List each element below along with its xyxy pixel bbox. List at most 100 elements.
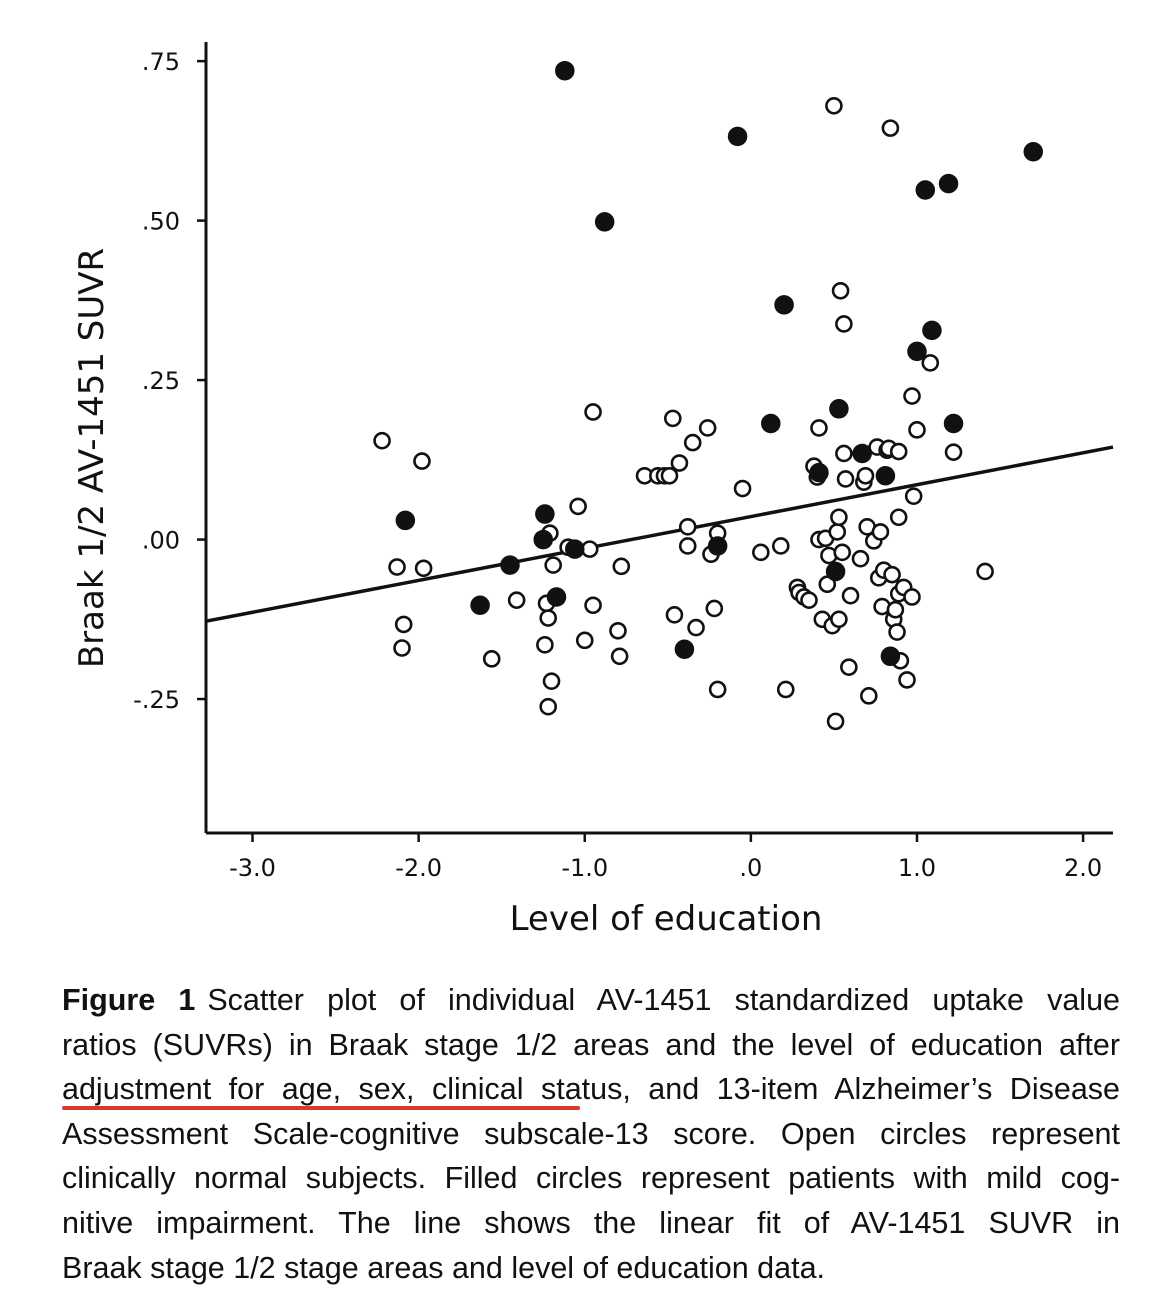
open-point [482, 650, 501, 668]
filled-point [829, 399, 849, 419]
open-point [539, 609, 558, 627]
figure-caption: Figure 1 Scatter plot of individual AV-14… [62, 978, 1120, 1290]
filled-point [943, 413, 964, 434]
open-point [609, 621, 627, 640]
open-point [665, 606, 684, 624]
open-point [393, 639, 411, 657]
open-point [856, 466, 875, 485]
y-axis-label: Braak 1/2 AV-1451 SUVR [72, 248, 112, 668]
figure-label: Figure 1 [62, 983, 196, 1017]
open-point [678, 537, 697, 555]
open-point [660, 466, 679, 485]
filled-point [565, 539, 585, 559]
x-tick-label: 2.0 [1064, 854, 1102, 882]
open-point [825, 96, 843, 115]
filled-point [907, 341, 927, 362]
open-point [569, 497, 587, 516]
open-point [976, 562, 994, 581]
filled-point [875, 466, 896, 486]
open-point [539, 697, 558, 716]
open-point [888, 623, 906, 641]
caption-line-3: adjustment for age, sex, clinical status… [62, 1072, 1120, 1107]
open-point [542, 672, 561, 690]
open-point [612, 557, 631, 576]
open-point [835, 315, 853, 333]
open-point [851, 549, 870, 568]
open-point [860, 687, 878, 705]
open-point [889, 508, 908, 527]
open-point [705, 599, 724, 618]
highlight-underline [62, 1106, 580, 1110]
data-points [373, 60, 1044, 731]
filled-point [674, 639, 695, 660]
open-point [830, 610, 848, 629]
y-tick-label: .00 [142, 527, 180, 555]
open-point [584, 403, 602, 421]
open-point [835, 444, 853, 463]
filled-point [938, 173, 959, 194]
caption-text: Scatter plot of individual AV-1451 stand… [207, 983, 1121, 1017]
open-point [708, 680, 727, 699]
filled-point [707, 536, 728, 556]
open-point [663, 409, 682, 428]
open-point [828, 523, 847, 541]
filled-point [761, 413, 781, 434]
filled-point [774, 295, 794, 315]
open-point [507, 591, 526, 609]
open-point [575, 631, 594, 650]
filled-point [555, 60, 575, 81]
filled-point [500, 555, 520, 575]
y-tick-label: .25 [142, 367, 180, 395]
caption-line-7: Braak stage 1/2 stage areas and level of… [62, 1250, 826, 1285]
open-point [826, 712, 845, 731]
x-tick-label: .0 [739, 854, 762, 882]
open-point [544, 556, 562, 574]
open-point [610, 647, 629, 666]
open-point [771, 537, 790, 555]
open-point [678, 518, 697, 536]
filled-point [533, 529, 553, 550]
open-point [810, 419, 828, 437]
open-point [836, 470, 855, 488]
filled-point [727, 126, 748, 147]
open-point [584, 596, 602, 615]
chart-axes: -3.0 -2.0 -1.0 .0 1.0 2.0 .75 .50 .25 .00 -.25 [133, 42, 1113, 882]
scatter-chart: -3.0 -2.0 -1.0 .0 1.0 2.0 .75 .50 .25 .00 -.25 Lev… [72, 42, 1114, 939]
filled-point [922, 320, 942, 341]
open-point [687, 618, 705, 637]
filled-point [470, 595, 490, 616]
filled-point [825, 561, 846, 582]
open-point [830, 508, 848, 527]
open-point [903, 588, 921, 606]
open-point [833, 543, 852, 562]
x-tick-label: -1.0 [561, 854, 608, 882]
open-point [536, 636, 554, 654]
open-point [840, 658, 858, 676]
filled-point [880, 646, 901, 667]
caption-line-6: nitive impairment. The line shows the li… [62, 1205, 1120, 1240]
open-point [698, 419, 717, 437]
open-point [841, 586, 860, 605]
open-point [394, 615, 413, 634]
caption-line-1: Figure 1 Scatter plot of individual AV-14… [62, 978, 1120, 1023]
caption-line-4: Assessment Scale-cognitive subscale-13 s… [62, 1116, 1120, 1151]
open-point [883, 565, 901, 584]
filled-point [395, 510, 416, 531]
open-point [889, 442, 908, 461]
open-point [818, 575, 837, 594]
filled-point [852, 443, 872, 464]
filled-point [594, 212, 615, 232]
open-point [881, 119, 900, 137]
x-tick-label: -3.0 [229, 854, 276, 882]
filled-point [535, 504, 555, 524]
open-point [886, 600, 905, 619]
open-point [413, 452, 431, 470]
open-point [776, 680, 795, 699]
open-point [414, 559, 433, 578]
open-point [908, 421, 926, 439]
open-point [903, 387, 921, 405]
fit-line [205, 445, 1114, 623]
open-point [904, 487, 923, 505]
caption-line-2: ratios (SUVRs) in Braak stage 1/2 areas … [62, 1027, 1120, 1062]
open-point [871, 523, 890, 541]
